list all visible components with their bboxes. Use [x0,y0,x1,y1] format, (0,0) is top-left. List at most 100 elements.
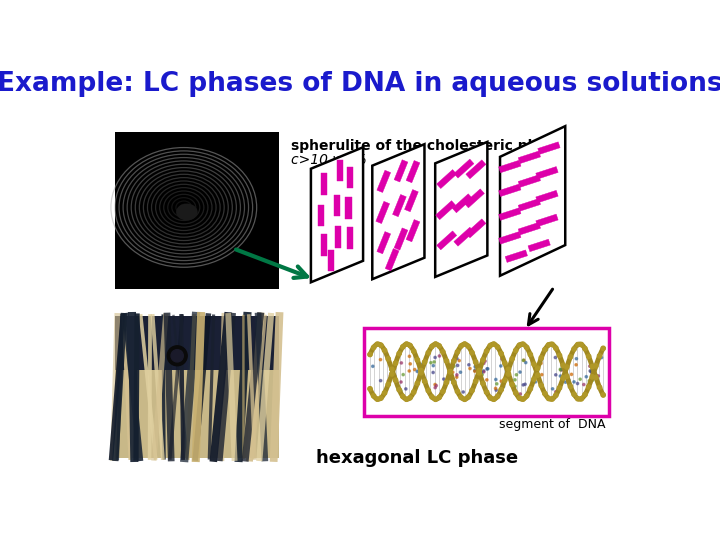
Polygon shape [499,232,521,244]
Circle shape [482,370,485,373]
Circle shape [587,385,591,389]
Circle shape [433,361,436,363]
Circle shape [595,375,598,377]
Polygon shape [464,189,485,208]
Circle shape [546,396,551,401]
Circle shape [419,368,423,373]
Circle shape [600,356,603,359]
Circle shape [528,352,533,356]
Circle shape [559,369,562,371]
Circle shape [458,360,460,362]
Polygon shape [538,142,560,154]
Circle shape [413,368,416,371]
Polygon shape [392,194,406,217]
Circle shape [423,379,427,383]
Circle shape [546,343,551,347]
Circle shape [495,387,497,389]
Circle shape [455,389,459,394]
Circle shape [506,372,510,376]
Circle shape [408,343,413,348]
Circle shape [368,387,372,391]
Circle shape [525,361,527,364]
Circle shape [550,397,554,401]
Circle shape [598,385,602,389]
Circle shape [400,381,402,383]
Circle shape [590,364,595,369]
Circle shape [450,378,452,380]
Circle shape [592,379,594,381]
Circle shape [408,370,410,372]
Circle shape [507,367,509,369]
Circle shape [484,360,486,362]
Polygon shape [536,214,558,227]
Circle shape [513,391,518,395]
Circle shape [393,361,397,365]
Circle shape [415,381,420,386]
Circle shape [474,379,478,383]
Circle shape [557,386,562,390]
Circle shape [561,369,563,371]
Circle shape [444,380,449,384]
Circle shape [455,350,459,354]
Circle shape [495,389,498,392]
Circle shape [372,365,374,367]
Circle shape [589,370,591,372]
Circle shape [554,374,557,376]
Circle shape [405,388,407,390]
Circle shape [572,392,576,396]
Circle shape [524,383,526,386]
Circle shape [426,388,431,393]
Circle shape [437,344,441,348]
Circle shape [528,387,533,391]
Circle shape [510,357,514,361]
Circle shape [456,364,459,367]
Circle shape [506,367,510,372]
Circle shape [486,368,488,370]
Polygon shape [452,194,472,213]
Circle shape [495,379,497,381]
Circle shape [550,342,554,347]
Circle shape [572,347,576,351]
Circle shape [492,397,496,401]
Circle shape [423,360,427,364]
Polygon shape [466,160,486,179]
Circle shape [448,369,452,374]
Circle shape [416,370,418,373]
Circle shape [470,350,474,355]
Circle shape [405,342,408,346]
Circle shape [516,374,518,376]
Polygon shape [377,170,391,192]
Circle shape [443,378,445,380]
Circle shape [536,373,540,377]
Circle shape [477,370,482,375]
Text: spherulite of the cholesteric phase: spherulite of the cholesteric phase [291,139,564,153]
Polygon shape [406,220,420,242]
Circle shape [568,355,572,359]
Circle shape [408,396,413,400]
Circle shape [534,381,536,383]
Circle shape [430,362,432,364]
Circle shape [590,375,595,379]
Circle shape [368,352,372,356]
Circle shape [459,371,462,373]
Circle shape [575,357,577,360]
Circle shape [481,373,483,376]
Circle shape [388,381,390,383]
Circle shape [561,363,565,368]
Text: c>10 wt %: c>10 wt % [291,152,366,166]
Polygon shape [335,226,341,248]
Polygon shape [435,142,487,277]
Circle shape [477,375,479,377]
Circle shape [539,356,544,360]
Circle shape [573,381,575,383]
Circle shape [402,374,405,376]
Circle shape [564,374,569,379]
Circle shape [449,365,451,367]
Circle shape [405,397,408,401]
Bar [114,316,279,458]
Circle shape [441,350,445,354]
Circle shape [601,346,606,350]
Polygon shape [436,170,456,188]
Circle shape [525,394,528,398]
Circle shape [432,372,434,374]
